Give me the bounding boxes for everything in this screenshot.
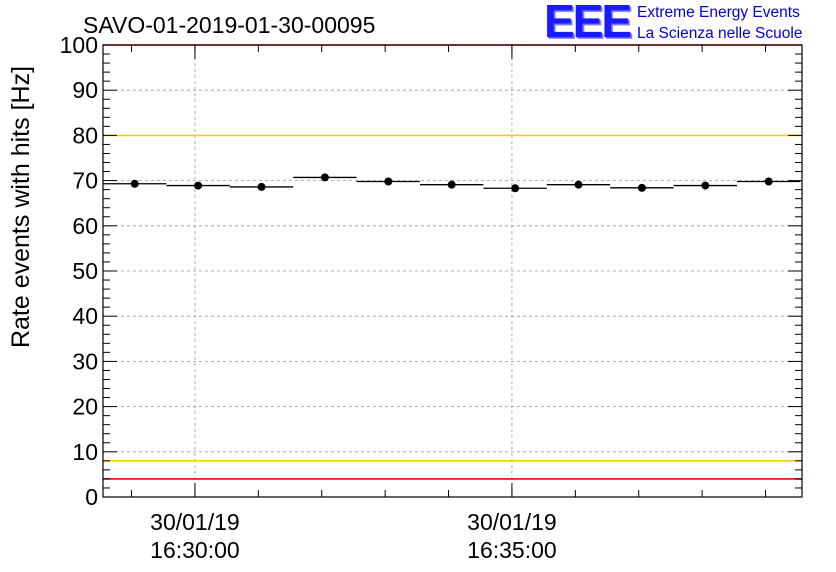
data-point [130, 179, 139, 188]
y-tick-label: 10 [72, 439, 98, 465]
x-tick-label-time: 16:35:00 [467, 537, 557, 563]
y-tick-label: 30 [72, 348, 98, 374]
data-point [194, 181, 203, 190]
y-tick-label: 70 [72, 168, 98, 194]
data-point [257, 182, 266, 191]
y-tick-label: 50 [72, 258, 98, 284]
y-tick-label: 20 [72, 394, 98, 420]
data-point [764, 177, 773, 186]
y-tick-label: 40 [72, 303, 98, 329]
data-point [511, 184, 520, 193]
x-tick-label-time: 16:30:00 [150, 537, 240, 563]
y-tick-label: 80 [72, 122, 98, 148]
x-tick-label-date: 30/01/19 [467, 509, 557, 535]
eee-logo-mark: EEE [544, 0, 632, 47]
data-point [384, 177, 393, 186]
reference-lines [103, 44, 802, 480]
eee-logo: EEE Extreme Energy Events La Scienza nel… [544, 0, 836, 47]
chart-title: SAVO-01-2019-01-30-00095 [83, 12, 375, 38]
logo-text-line2: La Scienza nelle Scuole [637, 25, 803, 42]
x-tick-label-date: 30/01/19 [150, 509, 240, 535]
y-tick-label: 100 [60, 32, 98, 58]
data-point [637, 183, 646, 192]
logo-text-line1: Extreme Energy Events [637, 4, 800, 21]
y-axis-label: Rate events with hits [Hz] [7, 66, 35, 348]
y-axis-ticks: 0 10 20 30 40 50 60 70 80 90 100 [60, 32, 802, 510]
y-tick-label: 0 [85, 484, 98, 510]
data-point [320, 173, 329, 182]
data-point [701, 181, 710, 190]
data-point [574, 180, 583, 189]
y-tick-label: 90 [72, 77, 98, 103]
data-series [103, 173, 801, 193]
grid-lines [103, 45, 802, 497]
y-tick-label: 60 [72, 213, 98, 239]
data-point [447, 180, 456, 189]
